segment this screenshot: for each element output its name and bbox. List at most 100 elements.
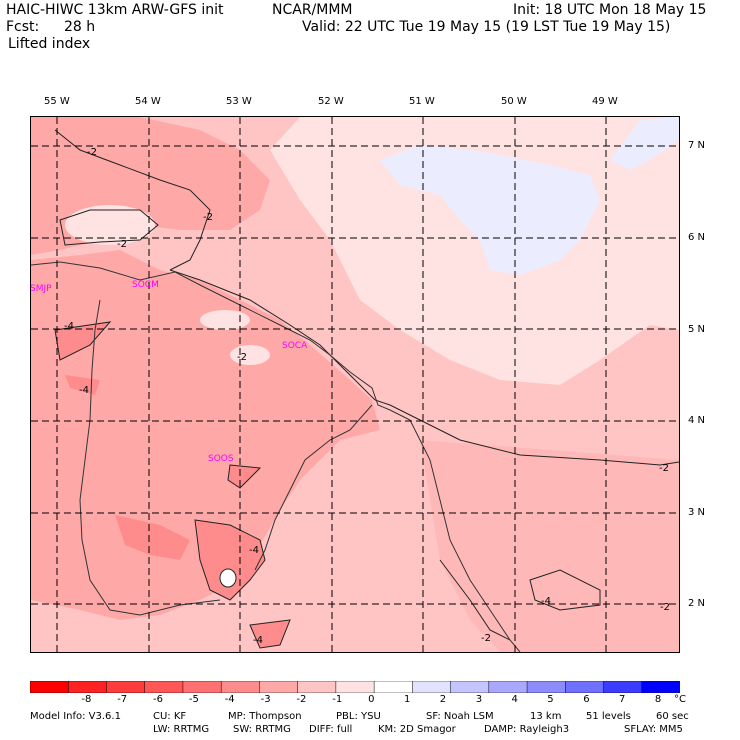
colorbar-cell xyxy=(220,681,261,693)
station-label: SOCM xyxy=(132,280,159,290)
lon-label-49w: 49 W xyxy=(592,96,618,107)
colorbar xyxy=(30,681,680,693)
fill-white-hole xyxy=(220,569,236,587)
colorbar-cell xyxy=(182,681,222,693)
colorbar-unit: °C xyxy=(674,694,686,705)
contour-label: -4 xyxy=(253,635,263,646)
colorbar-cell xyxy=(412,681,452,693)
border-west xyxy=(79,299,221,616)
colorbar-cell xyxy=(641,681,680,693)
station-label: SOCA xyxy=(282,341,308,351)
fill-lighter-south xyxy=(420,440,679,652)
colorbar-cell xyxy=(565,681,605,693)
lat-label-2n: 2 N xyxy=(688,598,706,609)
lon-label-54w: 54 W xyxy=(135,96,161,107)
colorbar-tick-label: -8 xyxy=(81,694,92,705)
coastline xyxy=(31,261,521,652)
fcst-value: 28 h xyxy=(64,19,96,35)
contour-minus2-nw xyxy=(54,129,211,271)
colorbar-tick-label: 4 xyxy=(511,694,518,705)
contour-label: -2 xyxy=(660,602,670,613)
lat-label-7n: 7 N xyxy=(688,140,706,151)
contour-minus4-south xyxy=(249,619,291,649)
colorbar-tick-label: 2 xyxy=(439,694,447,705)
footer-mp: MP: Thompson xyxy=(228,711,302,722)
footer-res: 13 km xyxy=(530,711,562,722)
fill-blue-zone xyxy=(380,145,600,275)
footer-damp: DAMP: Rayleigh3 xyxy=(484,724,570,735)
graticule xyxy=(31,117,679,652)
colorbar-tick-label: 5 xyxy=(547,694,554,705)
fill-darker-zone xyxy=(31,250,380,620)
footer-levels: 51 levels xyxy=(586,711,631,722)
lon-label-52w: 52 W xyxy=(318,96,344,107)
contour-label: -2 xyxy=(481,633,491,644)
colorbar-cell xyxy=(144,681,184,693)
colorbar-cell xyxy=(373,681,414,693)
contour-label: -2 xyxy=(659,463,669,474)
footer-sf: SF: Noah LSM xyxy=(426,711,494,722)
valid-time: Valid: 22 UTC Tue 19 May 15 (19 LST Tue … xyxy=(302,19,671,35)
colorbar-tick-label: 7 xyxy=(619,694,626,705)
contour-minus4-patch xyxy=(227,464,262,489)
contour-minus2-south xyxy=(439,559,511,641)
fill-light-hole-3 xyxy=(65,205,155,245)
footer-sw: SW: RRTMG xyxy=(233,724,291,735)
lon-label-55w: 55 W xyxy=(44,96,70,107)
contour-minus2-coast xyxy=(169,269,679,466)
lon-label-53w: 53 W xyxy=(226,96,252,107)
colorbar-cell xyxy=(297,681,337,693)
colorbar-tick-label: 1 xyxy=(404,694,411,705)
fill-dark-patch-7 xyxy=(250,620,290,648)
fill-blue-zone-ne xyxy=(610,117,679,170)
colorbar-tick-label: 6 xyxy=(583,694,590,705)
contour-zero-hole xyxy=(219,568,237,588)
colorbar-cell xyxy=(526,681,567,693)
footer-lw: LW: RRTMG xyxy=(153,724,210,735)
fill-dark-patch-5 xyxy=(228,465,260,488)
colorbar-cell xyxy=(450,681,490,693)
fill-dark-patch-4 xyxy=(195,520,265,600)
fill-dark-patch-3 xyxy=(115,515,190,560)
colorbar-cell xyxy=(67,681,108,693)
colorbar-tick-label: -3 xyxy=(260,694,271,705)
colorbar-tick-label: -2 xyxy=(296,694,307,705)
colorbar-tick-label: -1 xyxy=(332,694,343,705)
station-label: SMJP xyxy=(30,284,52,294)
contour-minus4-east xyxy=(529,569,601,611)
lat-label-6n: 6 N xyxy=(688,232,706,243)
contour-label: -2 xyxy=(203,212,213,223)
colorbar-tick-label: -6 xyxy=(153,694,163,705)
footer-km: KM: 2D Smagor xyxy=(378,724,456,735)
contour-label: -4 xyxy=(79,385,89,396)
fill-light-hole xyxy=(230,345,270,365)
lifted-index-map: -2 -2 -2 -2 -2 -2 -2 -4 -4 -4 -4 -4 xyxy=(30,116,680,653)
colorbar-cell xyxy=(30,681,69,693)
center-label: NCAR/MMM xyxy=(272,2,353,18)
field-name: Lifted index xyxy=(8,36,91,52)
contour-minus4-west xyxy=(54,321,112,361)
contour-label: -4 xyxy=(541,596,551,607)
colorbar-tick-label: 3 xyxy=(475,694,483,705)
lat-label-5n: 5 N xyxy=(688,324,706,335)
colorbar-cell xyxy=(259,681,299,693)
footer-dt: 60 sec xyxy=(656,711,689,722)
colorbar-tick-label: 8 xyxy=(654,694,662,705)
lon-label-51w: 51 W xyxy=(409,96,435,107)
fcst-label: Fcst: xyxy=(6,19,40,35)
station-label: SOOS xyxy=(208,454,234,464)
contour-label: -2 xyxy=(237,352,247,363)
fill-dark-patch-1 xyxy=(55,322,110,360)
footer-sflay: SFLAY: MM5 xyxy=(624,724,683,735)
lon-label-50w: 50 W xyxy=(501,96,527,107)
fill-light-hole-2 xyxy=(200,310,250,330)
footer-pbl: PBL: YSU xyxy=(336,711,381,722)
init-time: Init: 18 UTC Mon 18 May 15 xyxy=(513,2,707,18)
footer-diff: DIFF: full xyxy=(309,724,353,735)
colorbar-cell xyxy=(335,681,375,693)
colorbar-tick-label: 0 xyxy=(368,694,375,705)
model-title: HAIC-HIWC 13km ARW-GFS init xyxy=(6,2,224,18)
colorbar-cell xyxy=(488,681,528,693)
lat-label-4n: 4 N xyxy=(688,415,706,426)
colorbar-cell xyxy=(106,681,146,693)
